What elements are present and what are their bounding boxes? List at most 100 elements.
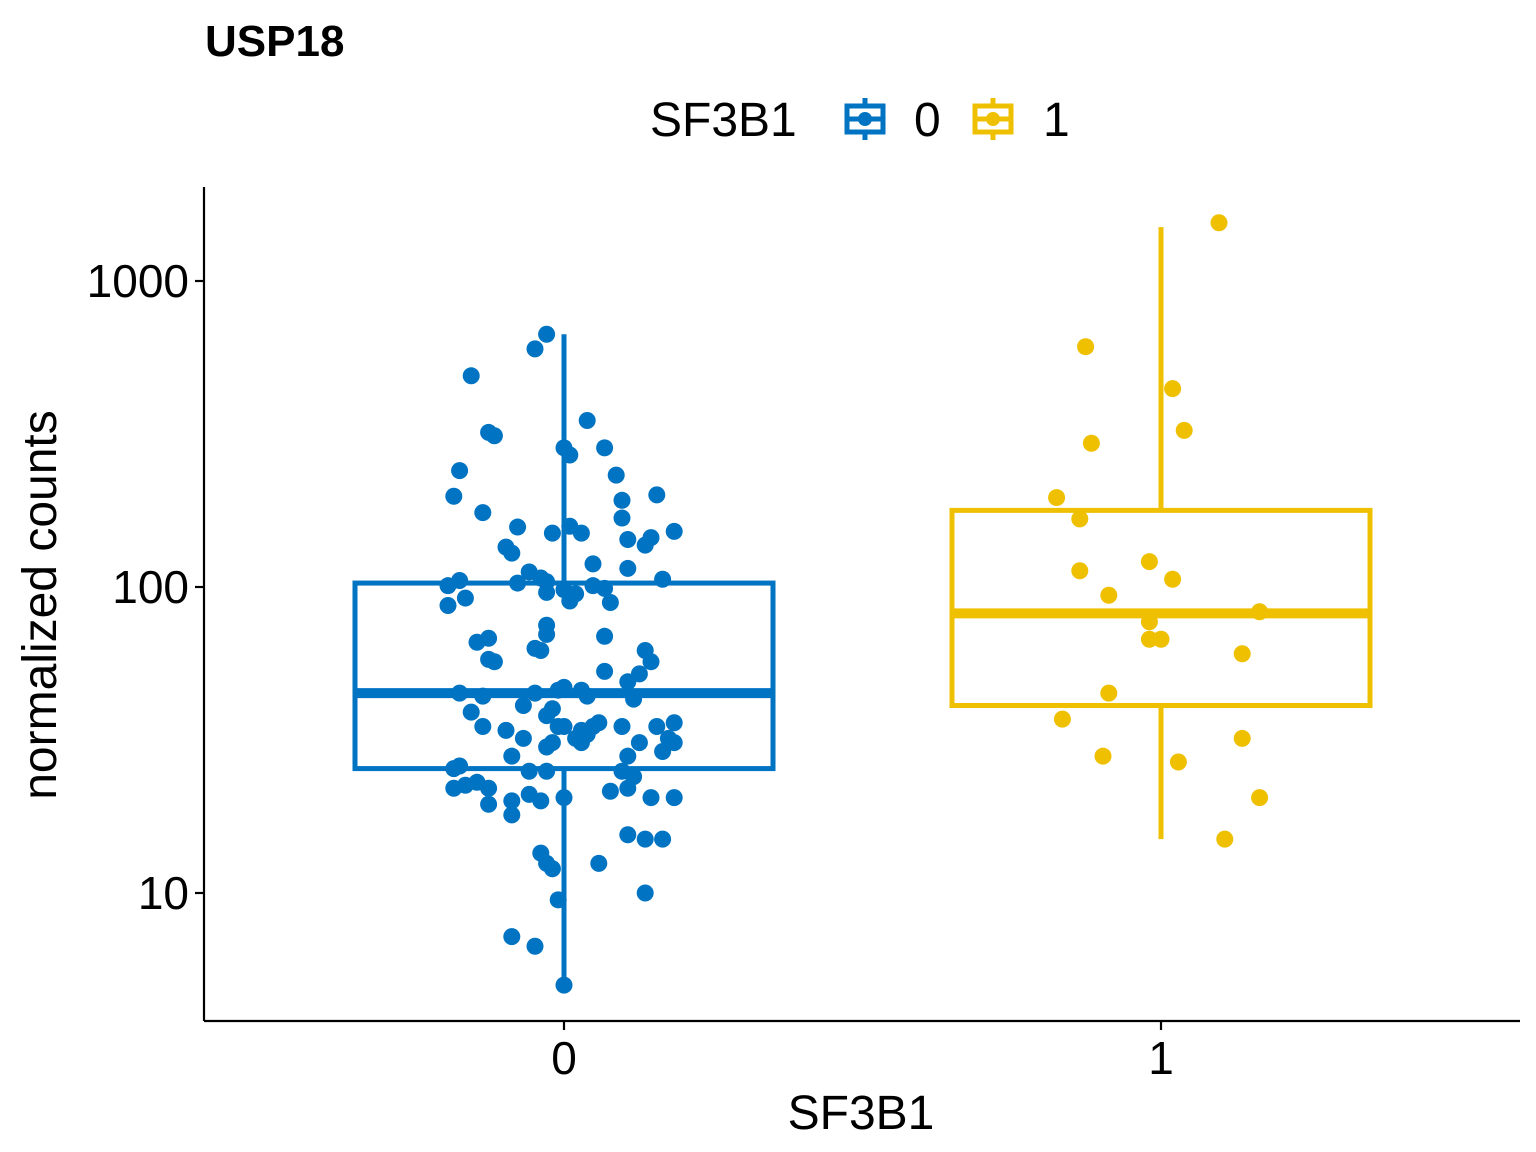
box	[949, 507, 1373, 708]
legend-key-1	[972, 98, 1014, 140]
data-point	[451, 462, 469, 480]
y-tick-label: 1000	[87, 255, 189, 307]
plot-area	[352, 214, 1373, 994]
data-point	[480, 795, 498, 813]
data-point	[549, 891, 567, 909]
data-point	[1094, 747, 1112, 765]
data-point	[1164, 380, 1182, 398]
data-point	[1140, 553, 1158, 571]
y-tick-label: 100	[112, 561, 189, 613]
data-point	[578, 412, 596, 430]
data-point	[636, 830, 654, 848]
data-point	[543, 734, 561, 752]
data-point	[538, 625, 556, 643]
data-point	[549, 718, 567, 736]
data-point	[538, 707, 556, 725]
data-point	[503, 928, 521, 946]
data-point	[538, 325, 556, 343]
data-point	[654, 570, 672, 588]
data-point	[619, 559, 637, 577]
data-point	[439, 597, 457, 615]
data-point	[648, 486, 666, 504]
data-point	[596, 662, 614, 680]
data-point	[1251, 789, 1269, 807]
data-point	[474, 504, 492, 522]
data-point	[503, 806, 521, 824]
data-point	[654, 743, 672, 761]
data-point	[1164, 570, 1182, 588]
data-point	[456, 589, 474, 607]
data-point	[625, 690, 643, 708]
data-point	[462, 367, 480, 385]
data-point	[578, 687, 596, 705]
data-point	[596, 579, 614, 597]
data-point	[462, 703, 480, 721]
data-point	[555, 789, 573, 807]
legend-point	[986, 112, 1000, 126]
data-point	[1071, 562, 1089, 580]
data-point	[601, 593, 619, 611]
data-point	[485, 653, 503, 671]
data-point	[1152, 630, 1170, 648]
data-point	[520, 762, 538, 780]
data-point	[509, 574, 527, 592]
data-point	[619, 826, 637, 844]
data-point	[543, 524, 561, 542]
series-0	[352, 325, 776, 994]
data-point	[445, 760, 463, 778]
data-point	[1169, 753, 1187, 771]
data-point	[445, 487, 463, 505]
box	[352, 580, 776, 772]
data-point	[532, 792, 550, 810]
data-point	[636, 884, 654, 902]
legend-key-0	[844, 98, 886, 140]
data-point	[572, 734, 590, 752]
data-point	[549, 681, 567, 699]
data-point	[1140, 613, 1158, 631]
data-point	[526, 684, 544, 702]
legend-label-0: 0	[914, 94, 941, 147]
data-point	[613, 718, 631, 736]
data-point	[514, 729, 532, 747]
data-point	[1216, 830, 1234, 848]
data-point	[1100, 586, 1118, 604]
data-point	[642, 653, 660, 671]
y-axis-label: normalized counts	[14, 410, 67, 800]
data-point	[1100, 684, 1118, 702]
data-point	[474, 718, 492, 736]
data-point	[659, 729, 677, 747]
data-point	[480, 779, 498, 797]
data-point	[572, 524, 590, 542]
data-point	[1048, 489, 1066, 507]
legend-label-1: 1	[1043, 94, 1070, 147]
legend: SF3B1 0 1	[650, 94, 1070, 147]
x-tick-label: 1	[1148, 1032, 1174, 1084]
data-point	[619, 779, 637, 797]
data-point	[468, 633, 486, 651]
data-point	[445, 779, 463, 797]
data-point	[1082, 434, 1100, 452]
data-point	[497, 721, 515, 739]
data-point	[619, 747, 637, 765]
legend-point	[858, 112, 872, 126]
data-point	[665, 522, 683, 540]
data-point	[590, 854, 608, 872]
legend-title: SF3B1	[650, 94, 797, 147]
data-point	[1233, 645, 1251, 663]
data-point	[532, 642, 550, 660]
data-point	[654, 830, 672, 848]
data-point	[503, 747, 521, 765]
data-point	[596, 439, 614, 457]
data-point	[665, 714, 683, 732]
data-point	[1053, 710, 1071, 728]
data-point	[630, 734, 648, 752]
data-point	[1175, 421, 1193, 439]
data-point	[1071, 510, 1089, 528]
data-point	[601, 782, 619, 800]
data-point	[561, 446, 579, 464]
x-axis-label: SF3B1	[788, 1087, 935, 1140]
data-point	[636, 536, 654, 554]
data-point	[1210, 214, 1228, 232]
data-point	[451, 684, 469, 702]
